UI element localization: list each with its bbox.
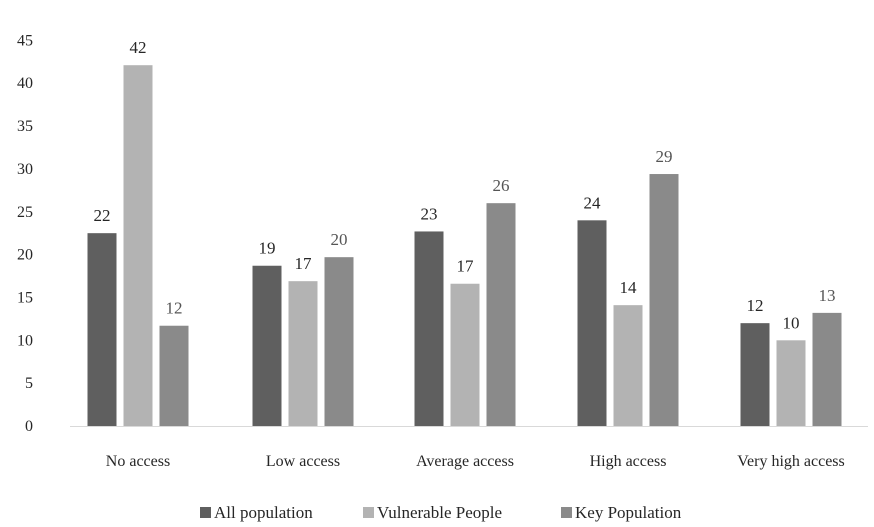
- data-label: 29: [656, 147, 673, 166]
- data-label: 42: [130, 38, 147, 57]
- legend-swatch: [363, 507, 374, 518]
- y-tick-label: 25: [17, 204, 33, 221]
- data-label: 12: [747, 296, 764, 315]
- y-tick-label: 20: [17, 247, 33, 264]
- bar-all-population: [740, 323, 770, 426]
- x-tick-label: Average access: [416, 453, 514, 470]
- data-label: 14: [620, 278, 638, 297]
- x-tick-label: High access: [590, 453, 667, 470]
- legend: All population Vulnerable People Key Popul…: [200, 503, 682, 522]
- data-label: 24: [584, 193, 602, 212]
- bar-all-population: [577, 220, 607, 426]
- bar-all-population: [87, 233, 117, 426]
- y-tick-label: 10: [17, 332, 33, 349]
- bar-all-population: [252, 265, 282, 426]
- bar-vulnerable-people: [123, 65, 153, 426]
- data-label: 19: [259, 239, 276, 258]
- x-tick-label: Low access: [266, 453, 340, 470]
- data-label: 26: [493, 176, 510, 195]
- data-label: 10: [783, 313, 800, 332]
- bars-group: [87, 65, 842, 426]
- y-tick-label: 15: [17, 289, 33, 306]
- y-tick-label: 35: [17, 118, 33, 135]
- y-tick-label: 0: [25, 418, 33, 435]
- data-label: 12: [166, 299, 183, 318]
- bar-key-population: [159, 325, 189, 426]
- x-tick-label: No access: [106, 453, 170, 470]
- y-tick-label: 45: [17, 32, 33, 49]
- data-label: 13: [819, 286, 836, 305]
- data-label: 20: [331, 230, 348, 249]
- bar-key-population: [649, 174, 679, 426]
- legend-label: All population: [214, 503, 313, 522]
- legend-label: Key Population: [575, 503, 682, 522]
- legend-label: Vulnerable People: [377, 503, 502, 522]
- bar-all-population: [414, 231, 444, 426]
- y-axis-ticks: 0 5 10 15 20 25 30 35 40 45: [17, 32, 33, 435]
- bar-vulnerable-people: [288, 281, 318, 426]
- data-label: 17: [295, 254, 313, 273]
- bar-vulnerable-people: [450, 283, 480, 426]
- data-label: 22: [94, 206, 111, 225]
- bar-vulnerable-people: [776, 340, 806, 426]
- bar-key-population: [486, 203, 516, 426]
- y-tick-label: 5: [25, 375, 33, 392]
- bar-vulnerable-people: [613, 305, 643, 426]
- x-axis-ticks: No access Low access Average access High ac…: [106, 453, 845, 470]
- bar-key-population: [324, 257, 354, 426]
- data-labels-group: 22 42 12 19 17 20 23 17 26 24 14 29 12 10 13: [94, 38, 836, 332]
- y-tick-label: 40: [17, 75, 33, 92]
- bar-key-population: [812, 312, 842, 426]
- legend-swatch: [561, 507, 572, 518]
- data-label: 17: [457, 257, 475, 276]
- legend-swatch: [200, 507, 211, 518]
- data-label: 23: [421, 204, 438, 223]
- y-tick-label: 30: [17, 161, 33, 178]
- x-tick-label: Very high access: [737, 453, 845, 470]
